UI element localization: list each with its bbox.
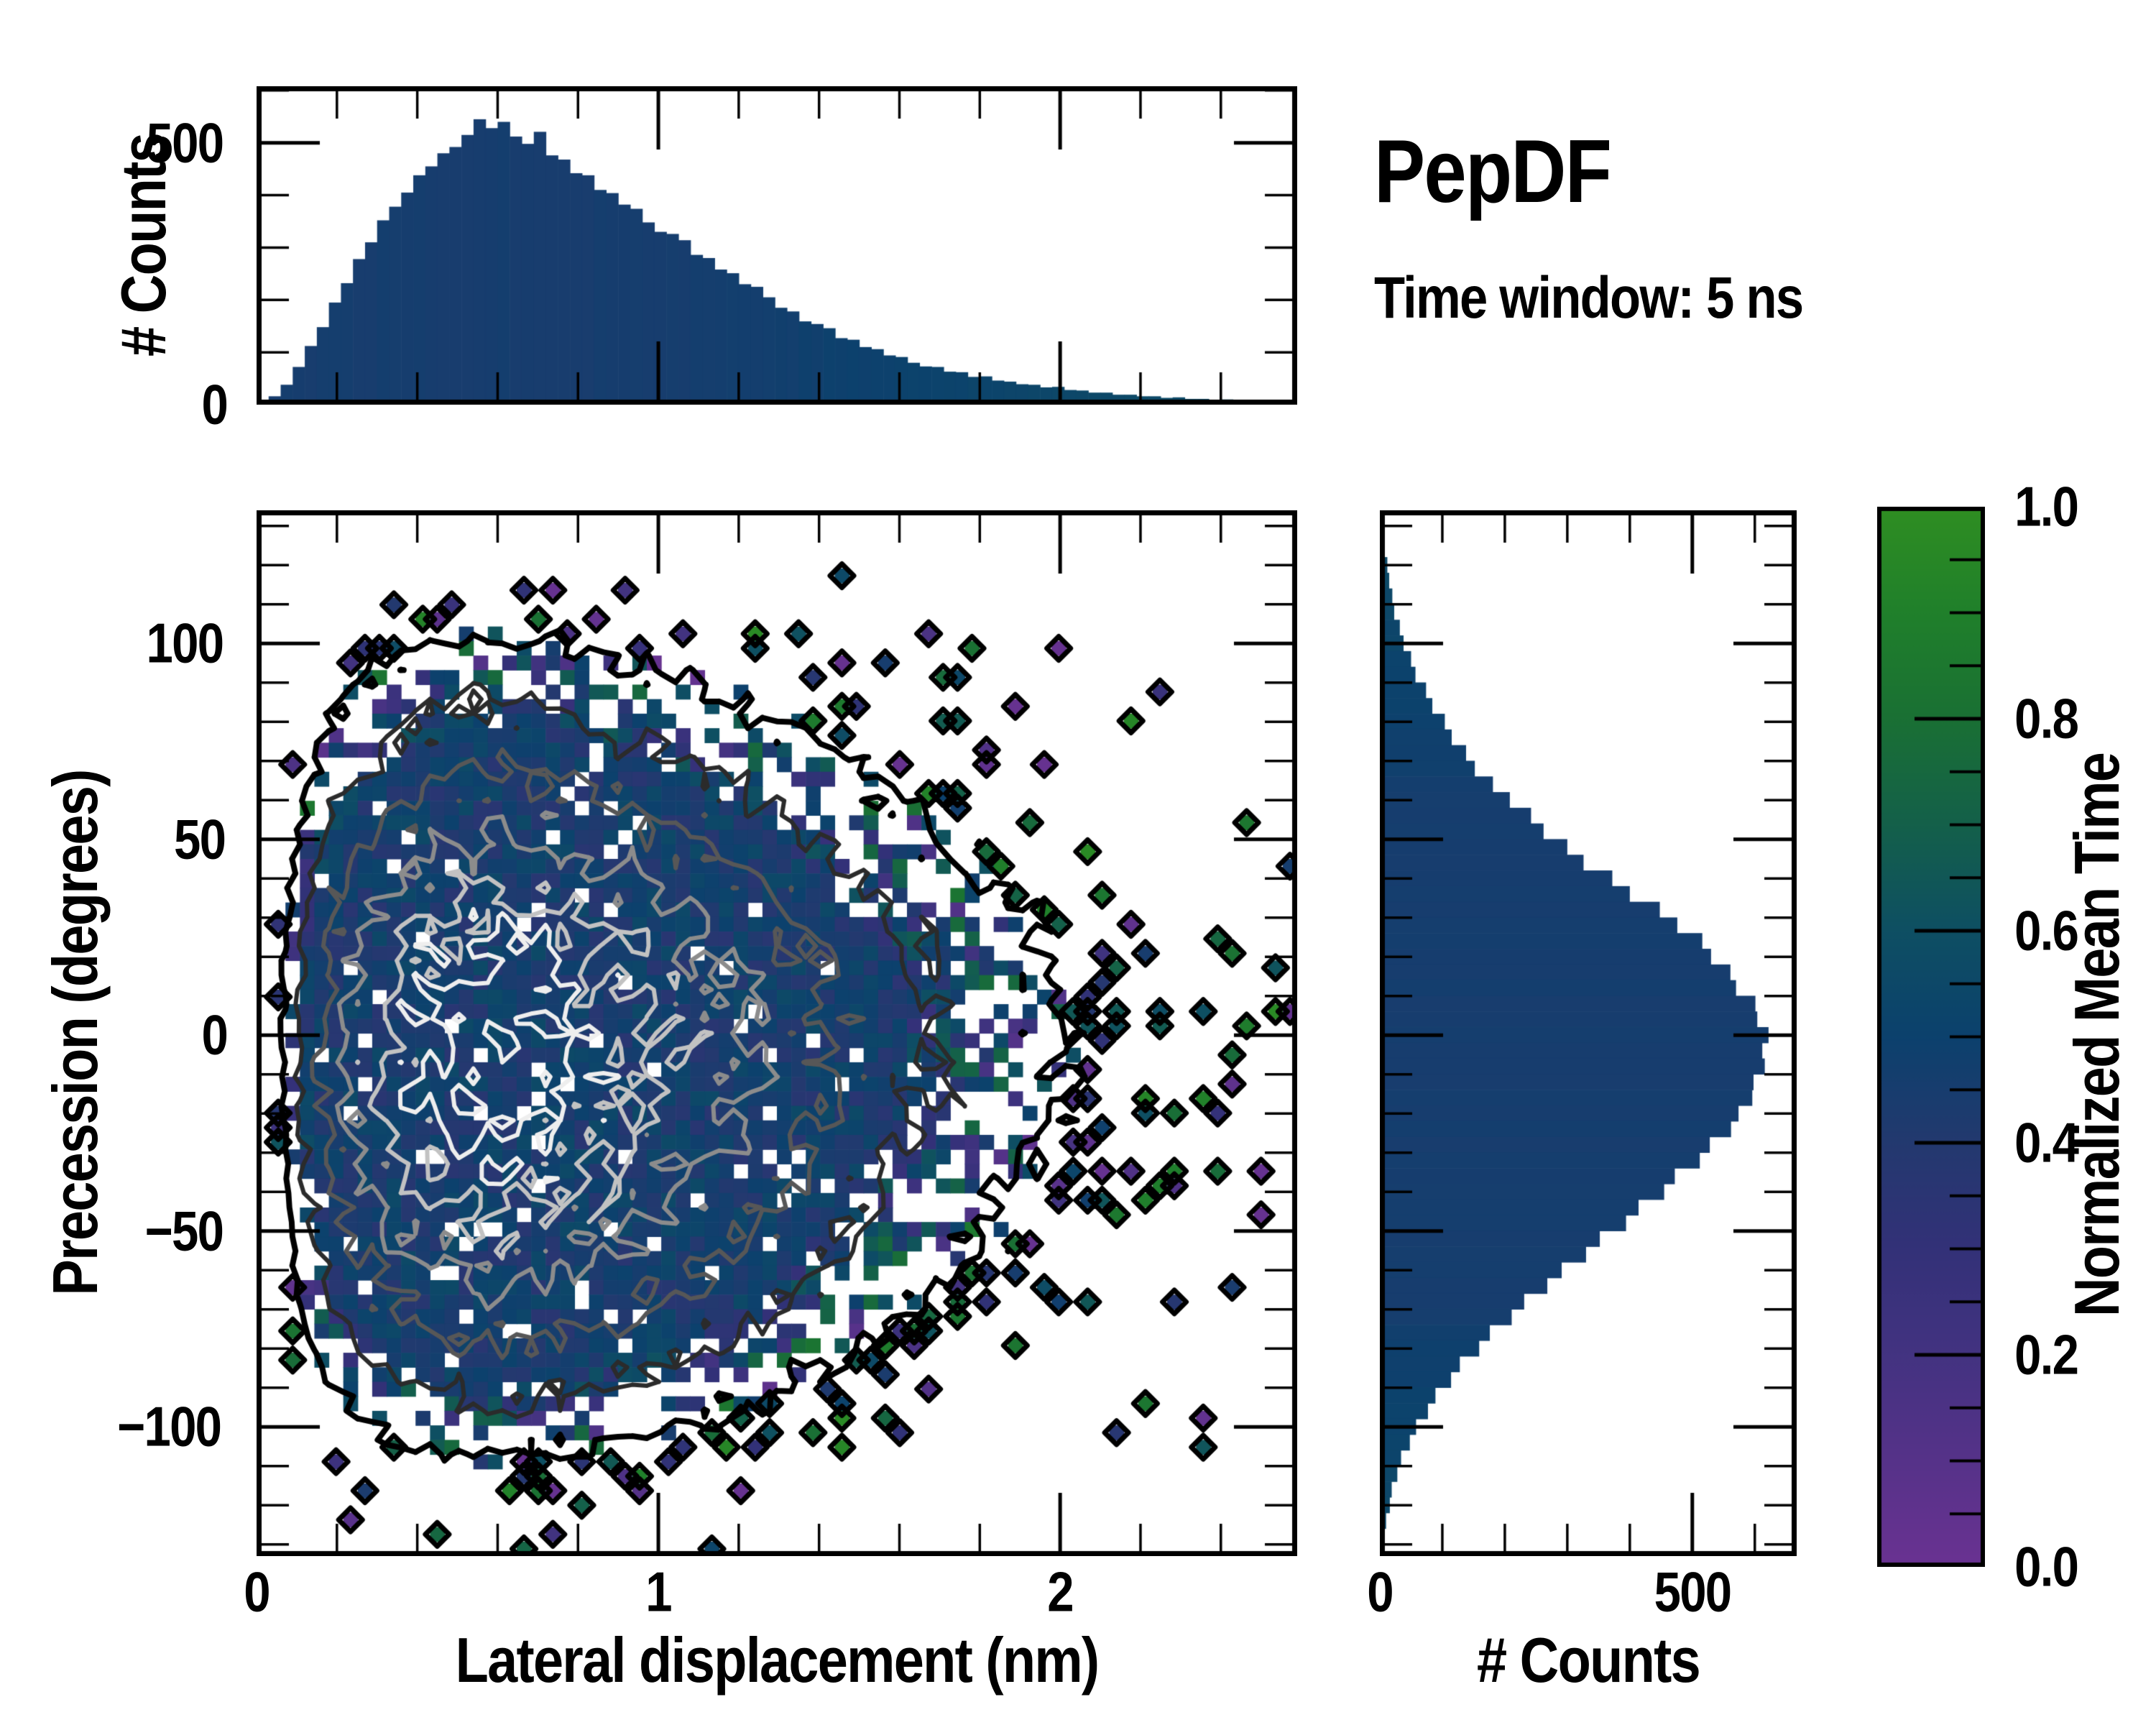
main-xlabel: Lateral displacement (nm) bbox=[455, 1624, 1100, 1696]
main-ytick-label: −50 bbox=[144, 1199, 224, 1263]
colorbar-tick-label: 1.0 bbox=[2014, 474, 2079, 538]
colorbar-tick-label: 0.4 bbox=[2014, 1110, 2079, 1174]
top-hist-ytick-label: 500 bbox=[146, 111, 224, 175]
main-xtick-label: 0 bbox=[244, 1560, 270, 1624]
right-hist-xlabel: # Counts bbox=[1477, 1624, 1701, 1696]
right-hist-xtick-label: 500 bbox=[1654, 1560, 1731, 1624]
main-heatmap-canvas bbox=[257, 510, 1297, 1556]
colorbar-tick-label: 0.8 bbox=[2014, 686, 2079, 750]
main-ytick-label: −100 bbox=[117, 1394, 222, 1458]
colorbar-tick-label: 0.2 bbox=[2014, 1322, 2079, 1386]
plot-subtitle: Time window: 5 ns bbox=[1374, 265, 1804, 331]
top-marginal-histogram-canvas bbox=[257, 86, 1297, 405]
colorbar-tick-label: 0.6 bbox=[2014, 898, 2079, 962]
colorbar-label: Normalized Mean Time bbox=[2061, 753, 2132, 1317]
main-ytick-label: 50 bbox=[174, 807, 226, 871]
right-hist-xtick-label: 0 bbox=[1367, 1560, 1393, 1624]
main-ylabel: Precession (degrees) bbox=[40, 770, 111, 1296]
colorbar-tick-label: 0.0 bbox=[2014, 1535, 2079, 1598]
main-ytick-label: 100 bbox=[146, 611, 224, 675]
top-hist-ytick-label: 0 bbox=[201, 372, 229, 436]
plot-title: PepDF bbox=[1374, 122, 1612, 221]
colorbar-canvas bbox=[1877, 507, 1985, 1567]
main-ytick-label: 0 bbox=[201, 1003, 229, 1067]
right-marginal-histogram-canvas bbox=[1380, 510, 1797, 1556]
main-xtick-label: 2 bbox=[1047, 1560, 1074, 1624]
main-xtick-label: 1 bbox=[645, 1560, 672, 1624]
